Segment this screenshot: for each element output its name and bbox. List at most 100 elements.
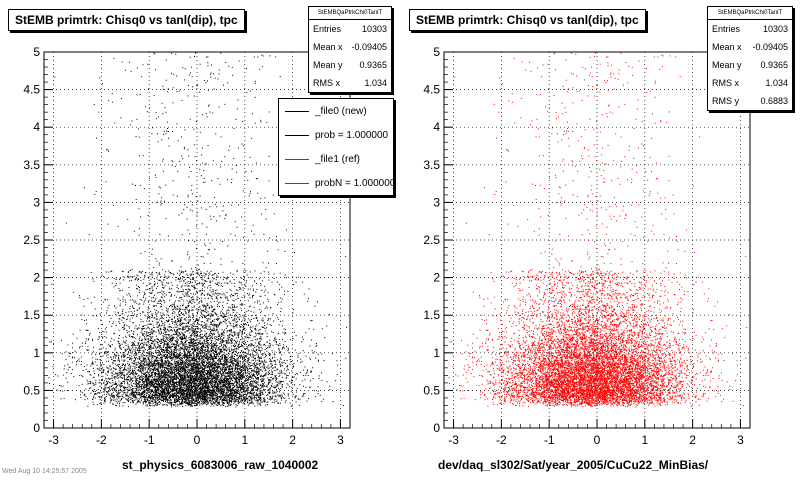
scatter-point bbox=[215, 298, 217, 300]
scatter-point bbox=[121, 359, 123, 361]
scatter-point bbox=[240, 389, 242, 391]
scatter-point bbox=[179, 376, 181, 378]
scatter-point bbox=[224, 315, 226, 317]
scatter-point bbox=[190, 406, 192, 408]
scatter-point bbox=[114, 378, 116, 380]
scatter-point bbox=[226, 278, 228, 280]
scatter-point bbox=[162, 287, 164, 289]
scatter-point bbox=[152, 336, 154, 338]
scatter-point bbox=[231, 356, 233, 358]
scatter-point bbox=[103, 388, 105, 390]
scatter-point bbox=[146, 316, 148, 318]
scatter-point bbox=[132, 306, 134, 308]
scatter-point bbox=[243, 353, 245, 355]
scatter-point bbox=[206, 377, 208, 379]
scatter-point bbox=[86, 330, 88, 332]
scatter-point bbox=[125, 301, 127, 303]
scatter-point bbox=[160, 330, 162, 332]
scatter-point bbox=[232, 367, 234, 369]
scatter-point bbox=[234, 389, 236, 391]
scatter-point bbox=[251, 385, 253, 387]
scatter-point bbox=[198, 298, 200, 300]
scatter-point bbox=[154, 362, 156, 364]
scatter-point bbox=[264, 388, 266, 390]
scatter-point bbox=[136, 363, 138, 365]
scatter-point bbox=[236, 390, 238, 392]
scatter-point bbox=[141, 379, 143, 381]
scatter-point bbox=[212, 360, 214, 362]
scatter-point bbox=[88, 387, 90, 389]
scatter-point bbox=[258, 347, 260, 349]
scatter-point bbox=[166, 380, 168, 382]
scatter-point bbox=[233, 392, 235, 394]
scatter-point bbox=[139, 378, 141, 380]
scatter-point bbox=[150, 379, 152, 381]
scatter-point bbox=[290, 390, 292, 392]
scatter-point bbox=[251, 285, 253, 287]
scatter-point bbox=[162, 388, 164, 390]
scatter-point bbox=[259, 344, 261, 346]
scatter-point bbox=[127, 372, 129, 374]
scatter-point bbox=[129, 358, 131, 360]
scatter-point bbox=[202, 352, 204, 354]
scatter-point bbox=[251, 359, 253, 361]
scatter-point bbox=[217, 363, 219, 365]
scatter-point bbox=[161, 314, 163, 316]
scatter-point bbox=[87, 346, 89, 348]
scatter-point bbox=[178, 278, 180, 280]
scatter-point bbox=[213, 294, 215, 296]
scatter-point bbox=[192, 328, 194, 330]
scatter-point bbox=[100, 356, 102, 358]
scatter-point bbox=[216, 350, 218, 352]
scatter-point bbox=[189, 56, 191, 58]
scatter-point bbox=[195, 320, 197, 322]
scatter-point bbox=[184, 364, 186, 366]
scatter-point bbox=[171, 357, 173, 359]
scatter-point bbox=[188, 391, 190, 393]
scatter-point bbox=[264, 197, 266, 199]
scatter-point bbox=[209, 295, 211, 297]
scatter-point bbox=[189, 280, 191, 282]
scatter-point bbox=[237, 389, 239, 391]
scatter-point bbox=[152, 340, 154, 342]
scatter-point bbox=[265, 218, 267, 220]
scatter-point bbox=[185, 398, 187, 400]
scatter-point bbox=[242, 376, 244, 378]
scatter-point bbox=[174, 321, 176, 323]
scatter-point bbox=[158, 377, 160, 379]
scatter-point bbox=[209, 372, 211, 374]
scatter-point bbox=[161, 283, 163, 285]
scatter-point bbox=[210, 405, 212, 407]
scatter-point bbox=[167, 383, 169, 385]
scatter-point bbox=[210, 361, 212, 363]
scatter-point bbox=[239, 363, 241, 365]
scatter-point bbox=[196, 373, 198, 375]
scatter-point bbox=[315, 342, 317, 344]
scatter-point bbox=[171, 389, 173, 391]
scatter-point bbox=[254, 385, 256, 387]
scatter-point bbox=[277, 302, 279, 304]
scatter-point bbox=[167, 399, 169, 401]
scatter-point bbox=[82, 370, 84, 372]
scatter-point bbox=[233, 300, 235, 302]
scatter-point bbox=[120, 352, 122, 354]
scatter-point bbox=[206, 325, 208, 327]
scatter-point bbox=[189, 392, 191, 394]
scatter-point bbox=[188, 74, 190, 76]
scatter-point bbox=[249, 271, 251, 273]
scatter-point bbox=[214, 283, 216, 285]
scatter-point bbox=[192, 340, 194, 342]
scatter-point bbox=[200, 358, 202, 360]
scatter-point bbox=[183, 355, 185, 357]
scatter-point bbox=[124, 69, 126, 71]
scatter-point bbox=[211, 307, 213, 309]
scatter-point bbox=[142, 296, 144, 298]
scatter-point bbox=[263, 382, 265, 384]
scatter-point bbox=[233, 323, 235, 325]
scatter-point bbox=[216, 348, 218, 350]
scatter-point bbox=[159, 299, 161, 301]
scatter-point bbox=[140, 378, 142, 380]
scatter-point bbox=[193, 341, 195, 343]
scatter-point bbox=[168, 373, 170, 375]
scatter-point bbox=[208, 285, 210, 287]
